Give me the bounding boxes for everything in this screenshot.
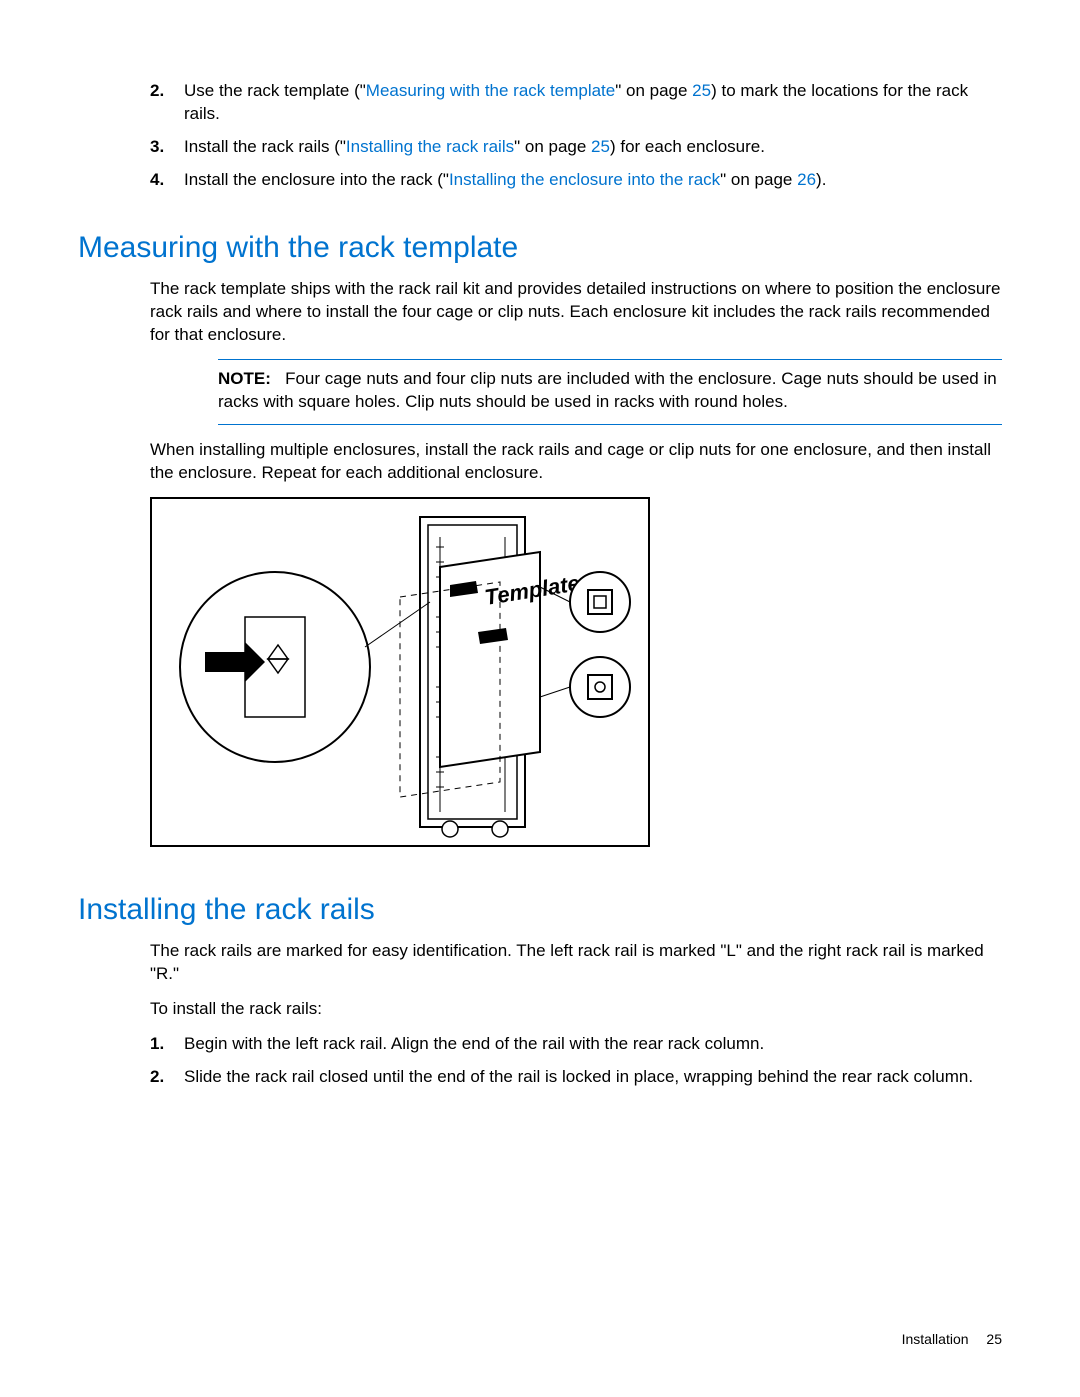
section-heading-measuring: Measuring with the rack template bbox=[78, 228, 1002, 269]
paragraph: The rack template ships with the rack ra… bbox=[78, 278, 1002, 347]
paragraph: To install the rack rails: bbox=[78, 998, 1002, 1021]
text-suffix: ) for each enclosure. bbox=[610, 137, 765, 156]
page-ref-link[interactable]: 26 bbox=[797, 170, 816, 189]
list-item: 2. Use the rack template ("Measuring wit… bbox=[78, 80, 1002, 126]
section-heading-installing: Installing the rack rails bbox=[78, 890, 1002, 931]
cross-ref-link[interactable]: Measuring with the rack template bbox=[366, 81, 615, 100]
page-footer: Installation 25 bbox=[902, 1330, 1002, 1349]
footer-page-number: 25 bbox=[986, 1331, 1002, 1347]
list-number: 1. bbox=[150, 1033, 184, 1056]
text-mid: " on page bbox=[615, 81, 692, 100]
text-mid: " on page bbox=[514, 137, 591, 156]
list-number: 2. bbox=[150, 1066, 184, 1089]
note-label: NOTE: bbox=[218, 369, 271, 388]
list-text: Install the enclosure into the rack ("In… bbox=[184, 169, 1002, 192]
rack-template-figure: Template bbox=[150, 497, 1002, 854]
paragraph: The rack rails are marked for easy ident… bbox=[78, 940, 1002, 986]
note-text bbox=[276, 369, 285, 388]
list-number: 4. bbox=[150, 169, 184, 192]
text-prefix: Use the rack template (" bbox=[184, 81, 366, 100]
cross-ref-link[interactable]: Installing the rack rails bbox=[346, 137, 514, 156]
list-text: Begin with the left rack rail. Align the… bbox=[184, 1033, 1002, 1056]
note-body: Four cage nuts and four clip nuts are in… bbox=[218, 369, 997, 411]
page-content: 2. Use the rack template ("Measuring wit… bbox=[0, 0, 1080, 1159]
cross-ref-link[interactable]: Installing the enclosure into the rack bbox=[449, 170, 720, 189]
footer-section-name: Installation bbox=[902, 1331, 969, 1347]
page-ref-link[interactable]: 25 bbox=[591, 137, 610, 156]
list-text: Slide the rack rail closed until the end… bbox=[184, 1066, 1002, 1089]
list-number: 2. bbox=[150, 80, 184, 126]
note-box: NOTE: Four cage nuts and four clip nuts … bbox=[218, 359, 1002, 425]
list-text: Use the rack template ("Measuring with t… bbox=[184, 80, 1002, 126]
list-item: 2. Slide the rack rail closed until the … bbox=[78, 1066, 1002, 1089]
list-text: Install the rack rails ("Installing the … bbox=[184, 136, 1002, 159]
page-ref-link[interactable]: 25 bbox=[692, 81, 711, 100]
list-item: 4. Install the enclosure into the rack (… bbox=[78, 169, 1002, 192]
list-number: 3. bbox=[150, 136, 184, 159]
paragraph: When installing multiple enclosures, ins… bbox=[78, 439, 1002, 485]
text-prefix: Install the enclosure into the rack (" bbox=[184, 170, 449, 189]
text-mid: " on page bbox=[720, 170, 797, 189]
rack-template-illustration: Template bbox=[150, 497, 650, 847]
text-prefix: Install the rack rails (" bbox=[184, 137, 346, 156]
list-item: 3. Install the rack rails ("Installing t… bbox=[78, 136, 1002, 159]
text-suffix: ). bbox=[816, 170, 826, 189]
list-item: 1. Begin with the left rack rail. Align … bbox=[78, 1033, 1002, 1056]
